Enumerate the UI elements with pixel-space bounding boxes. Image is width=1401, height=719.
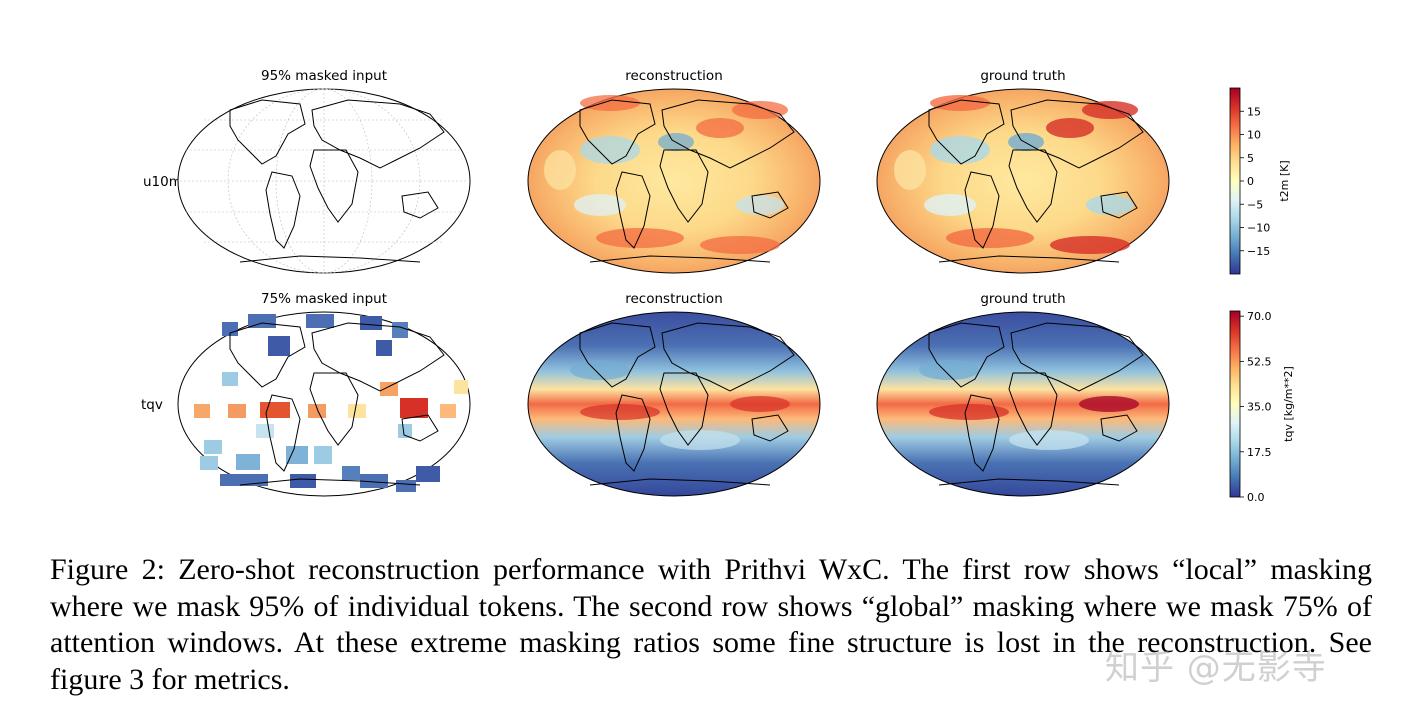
colorbar-tick-label: 15 <box>1247 105 1261 118</box>
panel-ground-truth-2: ground truth <box>876 291 1170 497</box>
visible-tokens <box>194 314 468 492</box>
colorbar-tick-label: 70.0 <box>1247 310 1272 323</box>
panel-title: 95% masked input <box>261 68 387 84</box>
colorbar-tick-label: −5 <box>1247 198 1263 211</box>
coastlines <box>579 322 795 486</box>
panel-reconstruction-1: reconstruction <box>527 68 821 274</box>
colorbar-label: tqv [kg/m**2] <box>1282 366 1295 442</box>
colorbar-t2m: 15 10 5 0 −5 −10 −15 t2m [K] <box>1229 87 1291 275</box>
panel-title: ground truth <box>980 291 1065 307</box>
colorbar-tick-label: 0 <box>1247 175 1254 188</box>
row-1: u10m 95% masked input <box>143 68 1291 275</box>
panel-ground-truth-1: ground truth <box>876 68 1170 274</box>
coastlines <box>579 99 795 263</box>
colorbar-tick-label: 35.0 <box>1247 401 1272 414</box>
colorbar-tick-label: 17.5 <box>1247 446 1272 459</box>
coastlines <box>928 99 1144 263</box>
panel-title: ground truth <box>980 68 1065 84</box>
colorbar-tick-label: 5 <box>1247 152 1254 165</box>
panel-title: reconstruction <box>625 68 723 84</box>
figure-caption: Figure 2: Zero-shot reconstruction perfo… <box>50 552 1372 698</box>
colorbar-label: t2m [K] <box>1278 160 1291 201</box>
caption-text: Zero-shot reconstruction performance wit… <box>50 553 1372 696</box>
panel-reconstruction-2: reconstruction <box>527 291 821 497</box>
colorbar-tick-label: 10 <box>1247 129 1261 142</box>
colorbar-tqv: 70.0 52.5 35.0 17.5 0.0 tqv [kg/m**2] <box>1229 310 1295 504</box>
panel-masked-input-2: 75% masked input <box>177 291 471 497</box>
panel-title: 75% masked input <box>261 291 387 307</box>
colorbar-ticks: 70.0 52.5 35.0 17.5 0.0 <box>1240 310 1272 504</box>
colorbar-tick-label: −10 <box>1247 222 1270 235</box>
colorbar-tick-label: 52.5 <box>1247 355 1272 368</box>
colorbar-ticks: 15 10 5 0 −5 −10 −15 <box>1240 105 1270 258</box>
row-2: tqv 75% masked input <box>141 291 1295 504</box>
watermark: 知乎 @无影寺 <box>1105 648 1327 688</box>
coastlines <box>928 322 1144 486</box>
panel-title: reconstruction <box>625 291 723 307</box>
colorbar-tick-label: 0.0 <box>1247 491 1265 504</box>
caption-label: Figure 2: <box>50 553 165 586</box>
colorbar-tick-label: −15 <box>1247 245 1270 258</box>
coastlines <box>229 322 445 486</box>
row-label-tqv: tqv <box>141 397 163 413</box>
coastlines <box>229 99 445 263</box>
row-label-u10m: u10m <box>143 174 182 190</box>
panel-masked-input-1: 95% masked input <box>177 68 471 274</box>
